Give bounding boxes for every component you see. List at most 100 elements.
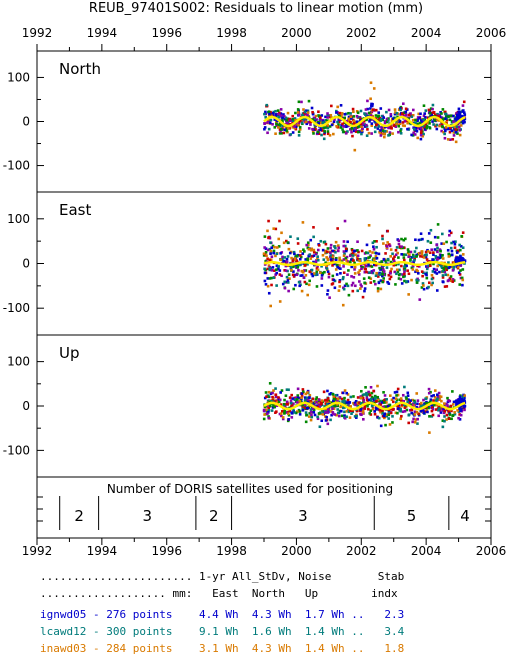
residual-point [429,228,433,232]
residual-point [458,407,461,411]
residual-point [456,127,459,130]
residual-point [287,273,291,276]
residual-point [361,127,364,130]
residual-point [415,410,419,414]
residual-point [396,387,400,391]
residual-point [304,269,308,272]
residual-point [283,398,286,402]
residual-point [285,239,288,243]
residual-point [304,420,308,424]
residual-point [405,408,409,412]
residual-point [341,122,344,126]
residual-point [419,133,423,137]
residual-point [359,109,363,113]
residual-point [315,118,318,121]
residual-point [443,415,446,418]
residual-point [403,265,406,268]
residual-point [352,401,355,405]
residual-point [340,114,343,118]
residual-point [375,239,378,243]
outlier-point [369,81,373,85]
residual-point [321,118,325,122]
outlier-point [272,227,276,230]
residual-point [275,252,279,256]
residual-point [289,399,293,402]
residual-point [413,413,417,416]
residual-point [416,272,420,275]
residual-point [437,391,441,395]
residual-point [350,412,353,415]
residual-point [298,400,302,403]
residual-point [388,423,392,426]
residual-point [393,270,397,274]
residual-point [422,287,426,291]
residual-point [389,248,393,251]
residual-point [320,265,323,268]
residual-point [304,392,308,396]
residual-point [347,111,350,115]
residual-point [419,409,423,413]
residual-point [384,423,387,427]
residual-point [340,112,344,115]
residual-point [441,274,445,277]
residual-point [336,397,340,401]
residual-point [361,122,365,126]
residual-point [269,252,272,255]
residual-point [309,418,313,422]
residual-point [411,398,414,402]
residual-point [379,287,383,291]
residual-point [392,257,395,261]
residual-point [377,416,381,420]
residual-point [396,115,399,119]
residual-point [450,249,454,253]
residual-point [266,121,269,124]
residual-point [387,273,391,277]
residual-point [322,390,326,394]
residual-point [272,404,275,407]
panel-label: East [59,201,91,219]
residual-point [407,421,411,425]
residual-point [293,126,297,130]
residual-point [289,133,293,136]
residual-point [325,256,328,259]
residual-point [399,277,403,281]
residual-point [454,140,458,144]
residual-point [424,272,427,276]
residual-point [336,227,339,230]
residual-point [359,396,363,400]
panel-label: Up [59,344,80,362]
residual-point [402,258,406,262]
residual-point [353,272,357,275]
residual-point [324,402,328,405]
residual-point [441,276,445,279]
residual-point [449,279,453,283]
residual-point [446,396,449,400]
x-tick-label: 2000 [281,544,312,558]
residual-point [324,126,327,129]
residual-point [266,284,270,288]
residual-point [368,271,371,274]
residual-point [363,123,366,126]
residual-point [397,262,400,266]
residual-point [428,251,432,254]
residual-point [425,126,428,130]
residual-point [358,401,361,404]
residual-point [439,405,442,409]
residual-point [430,283,433,287]
residual-point [399,108,402,112]
residual-point [326,270,330,273]
residual-point [285,129,288,133]
residual-point [404,110,408,114]
residual-point [438,270,441,274]
residual-point [287,388,290,392]
residual-point [337,244,340,247]
residual-point [449,404,453,408]
residual-point [316,265,319,268]
residual-point [419,232,423,236]
residual-point [319,411,322,414]
residual-point [449,246,453,250]
residual-point [331,256,334,260]
residual-point [279,391,282,394]
residual-point [325,119,329,122]
residual-point [461,231,465,234]
